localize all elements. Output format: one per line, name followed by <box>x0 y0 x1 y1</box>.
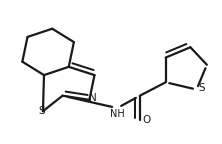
Text: O: O <box>142 115 151 125</box>
Text: S: S <box>198 84 205 93</box>
Text: S: S <box>39 106 45 116</box>
Text: NH: NH <box>110 109 125 119</box>
Text: N: N <box>89 93 96 103</box>
